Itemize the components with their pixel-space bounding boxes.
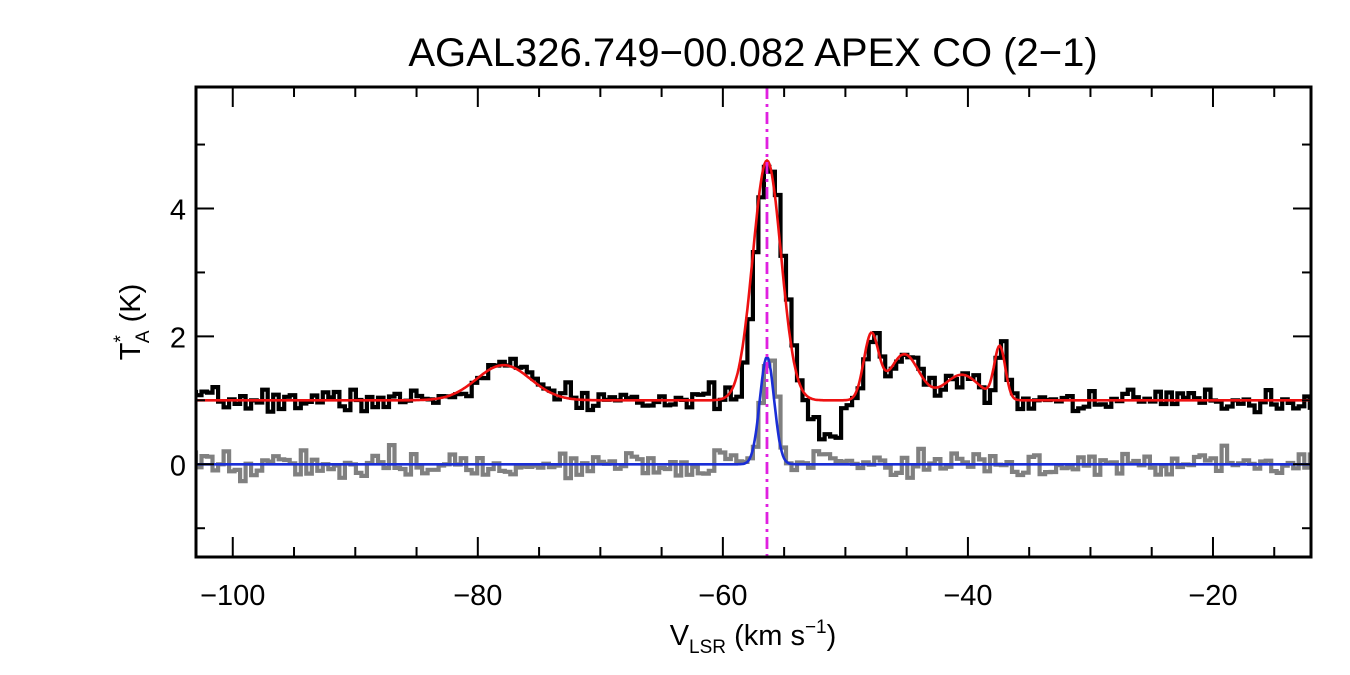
- y-axis-label-subscript: A: [133, 330, 154, 343]
- plot-area: [196, 87, 1311, 557]
- axis-ticks: [196, 87, 1311, 557]
- x-tick-label: −40: [943, 580, 992, 612]
- x-axis-label-main: V: [670, 620, 690, 652]
- y-axis-label-main: T: [115, 342, 147, 360]
- x-axis-label-unit: (km s: [726, 620, 805, 652]
- y-axis-label: T*A (K): [111, 284, 154, 361]
- y-axis-label-superscript: *: [111, 335, 132, 343]
- x-axis-label-close: ): [827, 620, 837, 652]
- y-tick-label: 4: [170, 194, 186, 226]
- x-axis-label: VLSR (km s−1): [670, 617, 837, 658]
- x-tick-label: −80: [453, 580, 502, 612]
- series-fit-offset: [196, 158, 1311, 402]
- x-tick-label: −100: [200, 580, 265, 612]
- plot-frame: [194, 85, 1313, 559]
- y-axis-label-unit: (K): [115, 284, 147, 331]
- tick-labels: −100 −80 −60 −40 −20 0 2 4: [170, 194, 1238, 612]
- x-axis-label-subscript: LSR: [689, 637, 726, 658]
- x-axis-label-exponent: −1: [805, 617, 827, 638]
- y-tick-label: 2: [170, 322, 186, 354]
- chart-title: AGAL326.749−00.082 APEX CO (2−1): [408, 31, 1097, 75]
- x-tick-label: −60: [698, 580, 747, 612]
- x-tick-label: −20: [1188, 580, 1237, 612]
- series-observed-spectrum-offset: [196, 164, 1311, 442]
- y-tick-label: 0: [170, 450, 186, 482]
- series-fit: [196, 354, 1311, 466]
